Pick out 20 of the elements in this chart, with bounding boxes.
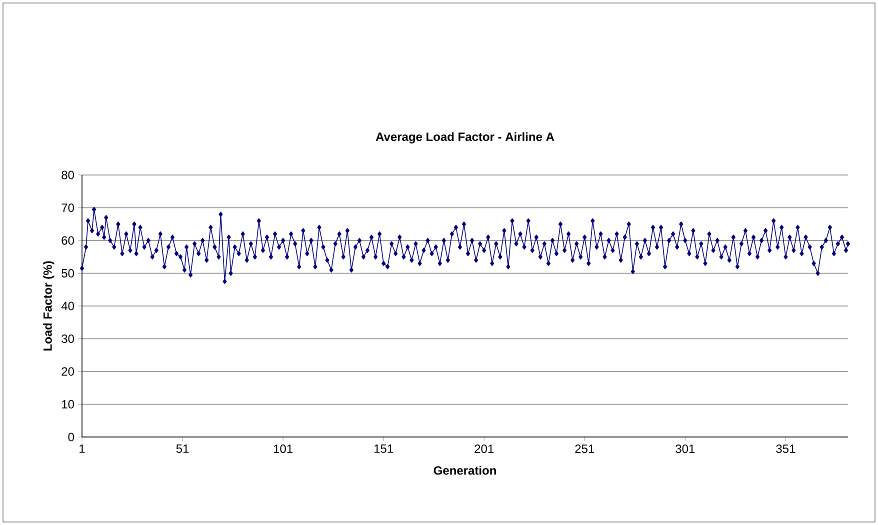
x-tick-label: 201 — [474, 444, 494, 454]
y-tick-label: 70 — [62, 204, 74, 212]
x-tick-label: 51 — [176, 444, 189, 453]
chart-title: Average Load Factor - Airline A — [376, 132, 554, 144]
x-tick-label: 301 — [676, 444, 695, 454]
x-tick-label: 251 — [575, 444, 594, 454]
x-axis-title: Generation — [434, 466, 496, 475]
y-tick-label: 0 — [68, 432, 74, 442]
y-tick-label: 40 — [61, 302, 74, 310]
x-tick-label: 1 — [80, 444, 85, 453]
y-tick-label: 10 — [62, 400, 74, 408]
y-tick-label: 30 — [62, 334, 74, 343]
y-axis-title: Load Factor (%) — [43, 261, 54, 351]
y-tick-label: 50 — [62, 269, 74, 278]
y-tick-label: 80 — [62, 170, 74, 180]
y-tick-label: 20 — [62, 367, 74, 376]
x-tick-label: 151 — [374, 444, 393, 453]
x-tick-label: 351 — [776, 444, 796, 454]
y-tick-label: 60 — [62, 236, 74, 245]
x-tick-label: 101 — [274, 444, 292, 454]
